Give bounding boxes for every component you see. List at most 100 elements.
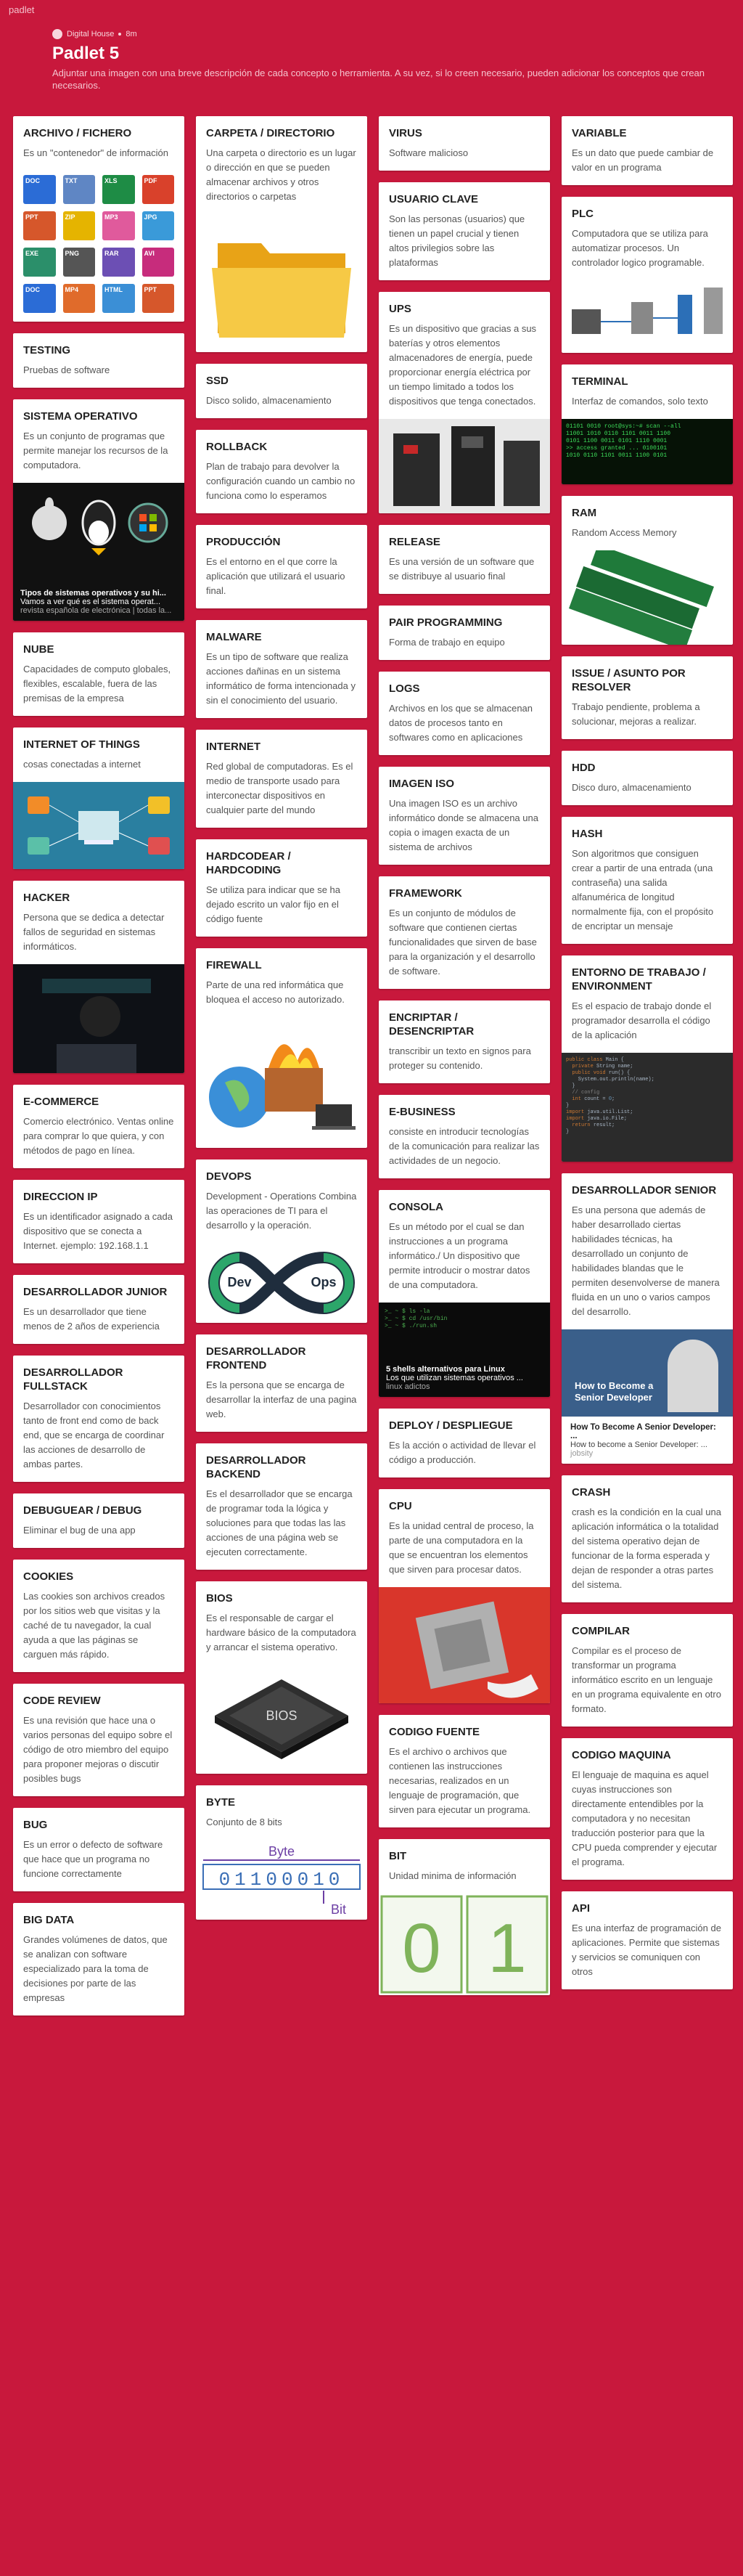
post-card[interactable]: IMAGEN ISO Una imagen ISO es un archivo … (379, 767, 550, 865)
link-caption[interactable]: How To Become A Senior Developer: ... Ho… (562, 1417, 733, 1464)
caption-text: How to become a Senior Developer: ... (570, 1440, 707, 1449)
post-card[interactable]: E-BUSINESS consiste en introducir tecnol… (379, 1095, 550, 1178)
post-body: Disco solido, almacenamiento (206, 395, 332, 406)
post-card[interactable]: NUBE Capacidades de computo globales, fl… (13, 632, 184, 716)
post-card[interactable]: DESARROLLADOR JUNIOR Es un desarrollador… (13, 1275, 184, 1344)
post-card[interactable]: HASH Son algoritmos que consiguen crear … (562, 817, 733, 944)
post-title: COOKIES (23, 1570, 74, 1583)
post-card[interactable]: RELEASE Es una versión de un software qu… (379, 525, 550, 594)
firewall-image[interactable] (196, 1017, 367, 1148)
post-card[interactable]: CODIGO FUENTE Es el archivo o archivos q… (379, 1715, 550, 1827)
post-title: HDD (572, 762, 596, 774)
separator-dot (118, 33, 122, 36)
post-card[interactable]: SSD Disco solido, almacenamiento (196, 364, 367, 418)
post-card[interactable]: BIOS Es el responsable de cargar el hard… (196, 1581, 367, 1774)
post-card[interactable]: ENCRIPTAR / DESENCRIPTAR transcribir un … (379, 1000, 550, 1083)
post-card[interactable]: BUG Es un error o defecto de software qu… (13, 1808, 184, 1891)
post-card[interactable]: BYTE Conjunto de 8 bits Byte 01100010 Bi… (196, 1785, 367, 1920)
post-card[interactable]: USUARIO CLAVE Son las personas (usuarios… (379, 182, 550, 280)
post-card[interactable]: PAIR PROGRAMMING Forma de trabajo en equ… (379, 606, 550, 660)
post-body: Interfaz de comandos, solo texto (572, 396, 708, 407)
hacker-image[interactable] (13, 964, 184, 1073)
post-card[interactable]: VARIABLE Es un dato que puede cambiar de… (562, 116, 733, 185)
post-card[interactable]: DESARROLLADOR SENIOR Es una persona que … (562, 1173, 733, 1464)
post-card[interactable]: Carpeta / Directorio Una carpeta o direc… (196, 116, 367, 352)
post-card[interactable]: TERMINAL Interfaz de comandos, solo text… (562, 364, 733, 484)
post-title: IMAGEN ISO (389, 778, 455, 790)
post-card[interactable]: LOGS Archivos en los que se almacenan da… (379, 672, 550, 755)
post-card[interactable]: PRODUCCIÓN Es el entorno en el que corre… (196, 525, 367, 608)
post-card[interactable]: E-COMMERCE Comercio electrónico. Ventas … (13, 1085, 184, 1168)
post-card[interactable]: HACKER Persona que se dedica a detectar … (13, 881, 184, 1073)
bit-one: 1 (488, 1909, 526, 1987)
post-card[interactable]: RAM Random Access Memory (562, 496, 733, 645)
post-card[interactable]: SISTEMA OPERATIVO Es un conjunto de prog… (13, 399, 184, 621)
post-title: VIRUS (389, 127, 422, 139)
post-card[interactable]: DESARROLLADOR BACKEND Es el desarrollado… (196, 1443, 367, 1570)
post-card[interactable]: INTERNET Red global de computadoras. Es … (196, 730, 367, 828)
os-logos-image[interactable]: Tipos de sistemas operativos y su hi... … (13, 483, 184, 621)
post-body: Es el entorno en el que corre la aplicac… (206, 556, 345, 596)
byte-diagram: Byte 01100010 Bit (202, 1844, 361, 1917)
file-type-icon: MP3 (102, 211, 135, 240)
post-title: API (572, 1902, 591, 1915)
post-card[interactable]: HARDCODEAR / HARDCODING Se utiliza para … (196, 839, 367, 937)
post-card[interactable]: DEVOPS Development - Operations Combina … (196, 1159, 367, 1323)
post-card[interactable]: DEBUGUEAR / DEBUG Eliminar el bug de una… (13, 1493, 184, 1548)
post-body: Son algoritmos que consiguen crear a par… (572, 848, 714, 932)
post-card[interactable]: VIRUS Software malicioso (379, 116, 550, 171)
post-title: CODE REVIEW (23, 1695, 101, 1707)
post-card[interactable]: MALWARE Es un tipo de software que reali… (196, 620, 367, 718)
post-card[interactable]: COOKIES Las cookies son archivos creados… (13, 1560, 184, 1672)
post-card[interactable]: ENTORNO DE TRABAJO / ENVIRONMENT Es el e… (562, 955, 733, 1162)
post-card[interactable]: INTERNET OF THINGS cosas conectadas a in… (13, 727, 184, 869)
post-card[interactable]: BIG DATA Grandes volúmenes de datos, que… (13, 1903, 184, 2015)
post-body: Es una interfaz de programación de aplic… (572, 1923, 721, 1977)
post-card[interactable]: COMPILAR Compilar es el proceso de trans… (562, 1614, 733, 1727)
post-title: ROLLBACK (206, 441, 268, 453)
post-card[interactable]: DIRECCION IP Es un identificador asignad… (13, 1180, 184, 1263)
post-card[interactable]: UPS Es un dispositivo que gracias a sus … (379, 292, 550, 513)
iot-image[interactable] (13, 782, 184, 869)
code-editor-image[interactable]: public class Main { private String name;… (562, 1053, 733, 1162)
file-type-icon: AVI (141, 248, 174, 277)
post-card[interactable]: ISSUE / ASUNTO POR RESOLVER Trabajo pend… (562, 656, 733, 739)
post-title: DEVOPS (206, 1170, 252, 1183)
terminal-image[interactable]: 01101 0010 root@sys:~# scan --all 11001 1… (562, 419, 733, 484)
post-card[interactable]: HDD Disco duro, almacenamiento (562, 751, 733, 805)
post-body: Conjunto de 8 bits (206, 1817, 282, 1827)
senior-dev-overlay: How to Become a Senior Developer (575, 1380, 654, 1403)
app-logo[interactable]: padlet (9, 4, 35, 15)
post-card[interactable]: FIREWALL Parte de una red informática qu… (196, 948, 367, 1148)
post-card[interactable]: FRAMEWORK Es un conjunto de módulos de s… (379, 876, 550, 989)
post-card[interactable]: CODIGO MAQUINA El lenguaje de maquina es… (562, 1738, 733, 1880)
post-card[interactable]: DESARROLLADOR FULLSTACK Desarrollador co… (13, 1356, 184, 1482)
post-card[interactable]: DESARROLLADOR FRONTEND Es la persona que… (196, 1334, 367, 1432)
post-card[interactable]: PLC Computadora que se utiliza para auto… (562, 197, 733, 353)
post-card[interactable]: Archivo / Fichero Es un "contenedor" de … (13, 116, 184, 322)
post-title: PRODUCCIÓN (206, 536, 281, 548)
ram-image[interactable] (562, 550, 733, 645)
post-card[interactable]: CPU Es la unidad central de proceso, la … (379, 1489, 550, 1703)
post-card[interactable]: API Es una interfaz de programación de a… (562, 1891, 733, 1989)
folder-icon (212, 243, 351, 338)
post-body: Es un "contenedor" de información (23, 147, 169, 158)
plc-diagram[interactable] (562, 280, 733, 353)
post-title: TERMINAL (572, 375, 628, 388)
post-card[interactable]: BIT Unidad minima de información 0 1 (379, 1839, 550, 1995)
post-card[interactable]: CRASH crash es la condición en la cual u… (562, 1475, 733, 1602)
caption-source: revista española de electrónica | todas … (20, 606, 172, 615)
post-card[interactable]: TESTING Pruebas de software (13, 333, 184, 388)
cpu-image[interactable] (379, 1587, 550, 1703)
ups-image[interactable] (379, 419, 550, 513)
post-title: VARIABLE (572, 127, 627, 139)
senior-dev-image[interactable]: How to Become a Senior Developer (562, 1329, 733, 1417)
post-title: UPS (389, 303, 411, 315)
post-card[interactable]: CODE REVIEW Es una revisión que hace una… (13, 1684, 184, 1796)
post-body: Red global de computadoras. Es el medio … (206, 761, 353, 815)
post-card[interactable]: CONSOLA Es un método por el cual se dan … (379, 1190, 550, 1397)
post-title: DEBUGUEAR / DEBUG (23, 1504, 142, 1517)
post-card[interactable]: ROLLBACK Plan de trabajo para devolver l… (196, 430, 367, 513)
post-card[interactable]: DEPLOY / DESPLIEGUE Es la acción o activ… (379, 1409, 550, 1477)
console-image[interactable]: >_ ~ $ ls -la >_ ~ $ cd /usr/bin >_ ~ $ ./… (379, 1303, 550, 1397)
